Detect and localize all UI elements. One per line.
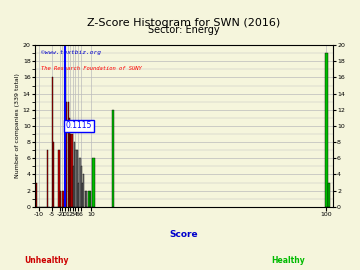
Bar: [66, 102, 67, 207]
Bar: [328, 183, 330, 207]
Bar: [64, 199, 65, 207]
Bar: [90, 191, 91, 207]
Text: 0.1115: 0.1115: [66, 122, 93, 130]
Bar: [79, 158, 81, 207]
Text: Sector: Energy: Sector: Energy: [148, 25, 220, 35]
Bar: [62, 191, 63, 207]
Bar: [85, 191, 86, 207]
Bar: [70, 134, 71, 207]
Bar: [36, 183, 37, 207]
Bar: [89, 191, 90, 207]
Bar: [93, 158, 95, 207]
Title: Z-Score Histogram for SWN (2016): Z-Score Histogram for SWN (2016): [87, 18, 280, 28]
Bar: [68, 102, 69, 207]
Bar: [112, 110, 114, 207]
Text: ©www.textbiz.org: ©www.textbiz.org: [41, 50, 101, 55]
Y-axis label: Number of companies (339 total): Number of companies (339 total): [15, 73, 20, 178]
Bar: [52, 77, 53, 207]
Bar: [65, 69, 66, 207]
Bar: [82, 183, 83, 207]
Bar: [73, 166, 74, 207]
Bar: [47, 150, 48, 207]
Bar: [60, 191, 61, 207]
Bar: [78, 183, 79, 207]
Bar: [86, 191, 87, 207]
X-axis label: Score: Score: [170, 230, 198, 239]
Bar: [77, 150, 78, 207]
Bar: [72, 134, 73, 207]
Text: Unhealthy: Unhealthy: [24, 256, 69, 265]
Bar: [69, 118, 70, 207]
Bar: [325, 53, 328, 207]
Bar: [58, 150, 60, 207]
Bar: [74, 142, 75, 207]
Bar: [75, 150, 77, 207]
Bar: [81, 166, 82, 207]
Text: The Research Foundation of SUNY: The Research Foundation of SUNY: [41, 66, 141, 71]
Bar: [83, 174, 85, 207]
Bar: [53, 142, 54, 207]
Text: Healthy: Healthy: [271, 256, 305, 265]
